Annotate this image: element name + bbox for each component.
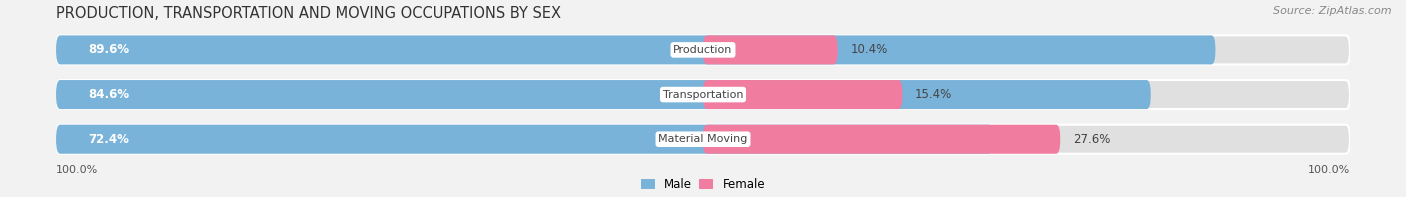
Text: PRODUCTION, TRANSPORTATION AND MOVING OCCUPATIONS BY SEX: PRODUCTION, TRANSPORTATION AND MOVING OC… [56, 6, 561, 21]
FancyBboxPatch shape [703, 80, 903, 109]
Text: 89.6%: 89.6% [89, 43, 129, 56]
FancyBboxPatch shape [703, 125, 1060, 154]
Text: 100.0%: 100.0% [1308, 165, 1350, 176]
FancyBboxPatch shape [703, 35, 838, 64]
Text: Material Moving: Material Moving [658, 134, 748, 144]
FancyBboxPatch shape [56, 35, 1215, 64]
FancyBboxPatch shape [56, 125, 1350, 154]
FancyBboxPatch shape [56, 125, 993, 154]
Text: 72.4%: 72.4% [89, 133, 129, 146]
FancyBboxPatch shape [56, 80, 1150, 109]
Text: 100.0%: 100.0% [56, 165, 98, 176]
Text: 27.6%: 27.6% [1073, 133, 1111, 146]
Text: 15.4%: 15.4% [915, 88, 952, 101]
Text: 10.4%: 10.4% [851, 43, 887, 56]
Text: Production: Production [673, 45, 733, 55]
Text: Source: ZipAtlas.com: Source: ZipAtlas.com [1274, 6, 1392, 16]
FancyBboxPatch shape [56, 80, 1350, 109]
Text: 84.6%: 84.6% [89, 88, 129, 101]
Legend: Male, Female: Male, Female [641, 178, 765, 191]
FancyBboxPatch shape [56, 35, 1350, 64]
Text: Transportation: Transportation [662, 90, 744, 99]
